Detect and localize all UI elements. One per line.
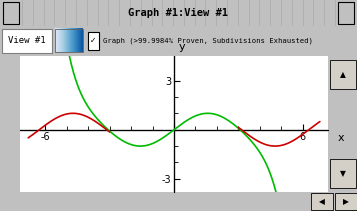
Bar [88,32,99,50]
Bar [311,193,333,210]
Text: Graph (>99.9984% Proven, Subdivisions Exhausted): Graph (>99.9984% Proven, Subdivisions Ex… [103,37,313,44]
Y-axis label: y: y [178,42,185,52]
Bar [330,60,356,89]
Bar [3,2,19,24]
X-axis label: x: x [337,134,344,143]
Text: ▶: ▶ [343,197,349,206]
Bar [335,193,357,210]
Bar [2,29,52,53]
Text: ▼: ▼ [340,169,346,178]
Text: ◀: ◀ [319,197,325,206]
Text: View #1: View #1 [8,36,46,45]
Bar [338,2,354,24]
Text: Graph #1:View #1: Graph #1:View #1 [128,8,228,18]
Text: ▲: ▲ [340,70,346,79]
Bar [55,29,83,52]
Text: ✓: ✓ [90,36,97,45]
Bar [330,159,356,188]
